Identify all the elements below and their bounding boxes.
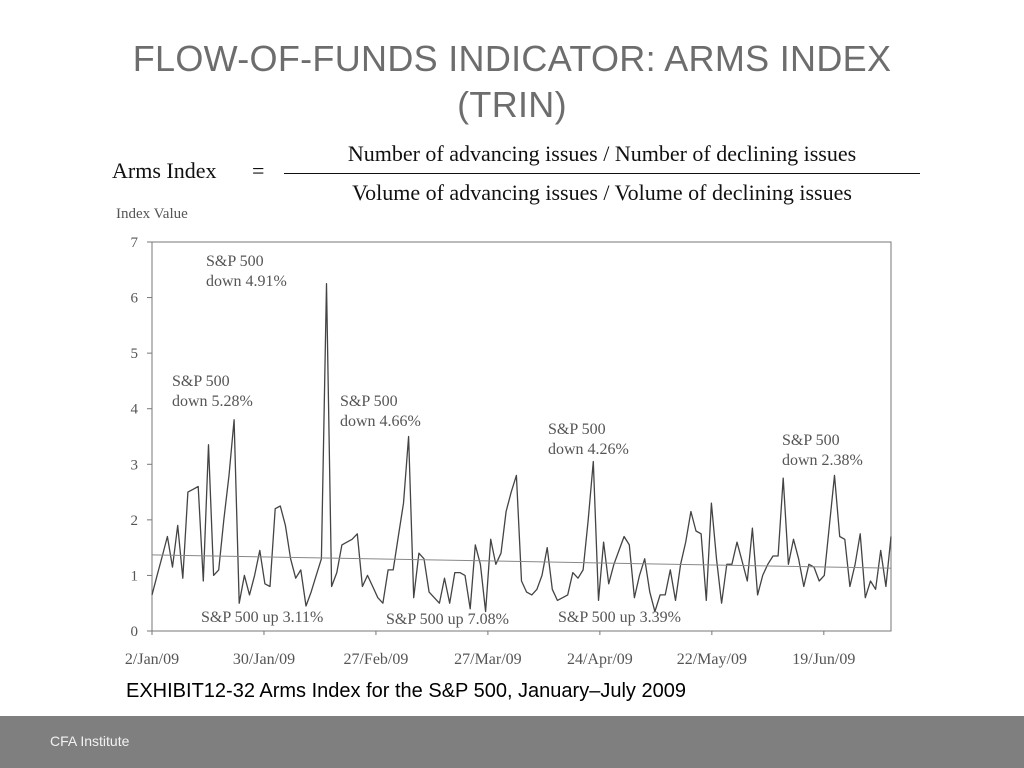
x-tick-label: 2/Jan/09 <box>125 651 179 668</box>
annotation-label: down 2.38% <box>782 452 863 469</box>
y-tick-label: 3 <box>131 457 139 473</box>
plot-frame <box>151 241 892 632</box>
arms-index-chart: Index Value 0 1 2 3 4 5 6 7 2/Jan/09 30/Jan/09 27/F… <box>116 206 892 668</box>
annotation-label: S&P 500 up 3.11% <box>201 609 323 626</box>
fraction-bar <box>284 173 920 174</box>
y-tick-label: 1 <box>131 568 139 584</box>
formula-lhs: Arms Index <box>112 158 217 183</box>
footer-brand: CFA Institute <box>50 733 130 749</box>
y-tick-label: 5 <box>131 346 139 362</box>
y-tick-label: 7 <box>131 235 139 251</box>
y-tick-label: 4 <box>131 402 139 418</box>
formula-numerator: Number of advancing issues / Number of d… <box>347 141 857 166</box>
annotation-label: down 5.28% <box>172 393 253 410</box>
formula-equals: = <box>252 158 265 183</box>
exhibit-caption: EXHIBIT12-32 Arms Index for the S&P 500,… <box>126 680 686 702</box>
annotation-label: S&P 500 <box>782 432 840 449</box>
annotation-label: down 4.91% <box>206 273 287 290</box>
annotation-label: S&P 500 <box>548 421 606 438</box>
x-tick-label: 22/May/09 <box>677 651 747 668</box>
annotation-label: down 4.66% <box>340 413 421 430</box>
formula-fraction: Number of advancing issues / Number of d… <box>284 138 920 209</box>
annotation-label: S&P 500 up 7.08% <box>386 611 509 628</box>
series-line-arms-index <box>151 283 892 613</box>
annotation-label: S&P 500 up 3.39% <box>558 609 681 626</box>
trendline <box>151 554 892 569</box>
annotation-label: S&P 500 <box>206 253 264 270</box>
x-tick-label: 24/Apr/09 <box>567 651 633 668</box>
y-tick-label: 2 <box>131 513 139 529</box>
formula-denominator: Volume of advancing issues / Volume of d… <box>352 180 852 205</box>
annotation-label: S&P 500 <box>340 393 398 410</box>
y-tick-label: 0 <box>131 624 139 640</box>
x-tick-label: 27/Feb/09 <box>343 651 408 668</box>
arms-index-formula: Arms Index = Number of advancing issues … <box>0 138 1024 210</box>
x-tick-label: 27/Mar/09 <box>454 651 522 668</box>
x-tick-label: 19/Jun/09 <box>792 651 855 668</box>
annotation-label: S&P 500 <box>172 373 230 390</box>
footer-bar: CFA Institute <box>0 716 1024 768</box>
slide-title: FLOW-OF-FUNDS INDICATOR: ARMS INDEX (TRI… <box>132 38 892 125</box>
y-axis-label: Index Value <box>116 206 188 222</box>
y-tick-label: 6 <box>131 291 139 307</box>
x-tick-label: 30/Jan/09 <box>233 651 295 668</box>
annotation-label: down 4.26% <box>548 441 629 458</box>
